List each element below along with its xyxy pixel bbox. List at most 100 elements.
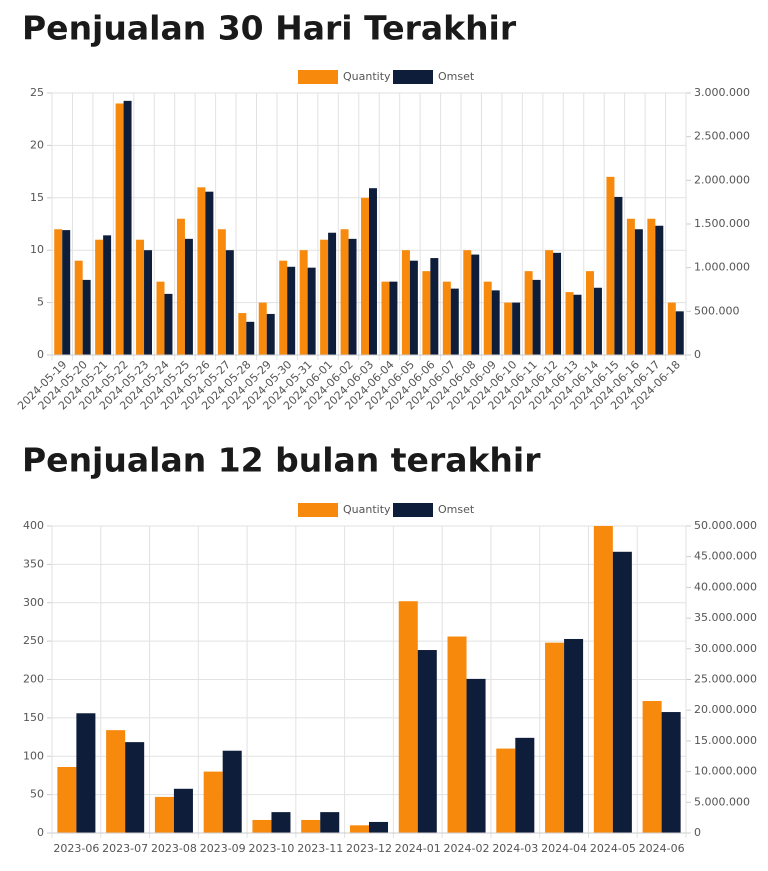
bar: [328, 232, 337, 355]
bar: [422, 271, 431, 355]
bar: [471, 254, 480, 355]
bar: [614, 196, 623, 355]
bar: [173, 788, 193, 833]
y2-tick-label: 0: [694, 826, 701, 839]
y2-tick-label: 500.000: [694, 304, 740, 317]
x-tick-label: 2023-06: [53, 842, 99, 855]
bar: [340, 229, 349, 355]
y-tick-label: 200: [23, 673, 44, 686]
bar: [205, 191, 214, 355]
chart-title: Penjualan 30 Hari Terakhir: [22, 9, 517, 48]
bar: [203, 771, 223, 833]
bar: [252, 819, 272, 833]
chart: Penjualan 30 Hari Terakhir Quantity Omset 0…: [15, 9, 750, 413]
y2-tick-label: 15.000.000: [694, 734, 757, 747]
y2-tick-label: 40.000.000: [694, 580, 757, 593]
bar: [634, 229, 643, 355]
bar: [287, 266, 296, 355]
x-tick-label: 2024-05: [590, 842, 636, 855]
bar: [123, 100, 132, 355]
legend-label: Omset: [438, 70, 475, 83]
bar: [447, 636, 467, 833]
bar: [626, 218, 635, 355]
bar: [369, 821, 389, 833]
bar: [307, 267, 316, 355]
bar: [76, 713, 96, 833]
bar: [389, 281, 398, 355]
bar: [612, 551, 632, 833]
bar: [246, 321, 255, 355]
y-tick-label: 50: [30, 788, 44, 801]
bar: [361, 197, 369, 355]
bar: [299, 250, 308, 355]
y-tick-label: 400: [23, 519, 44, 532]
y-tick-label: 0: [37, 348, 44, 361]
bar: [463, 250, 472, 355]
x-tick-label: 2024-02: [444, 842, 490, 855]
x-tick-label: 2023-11: [297, 842, 343, 855]
bar: [74, 260, 83, 355]
y2-tick-label: 2.000.000: [694, 173, 750, 186]
bar: [667, 302, 676, 355]
bar: [524, 271, 533, 355]
y-tick-label: 15: [30, 191, 44, 204]
bar: [176, 218, 185, 355]
y2-tick-label: 30.000.000: [694, 642, 757, 655]
bar: [545, 642, 565, 833]
x-tick-label: 2024-04: [541, 842, 587, 855]
bar: [144, 250, 153, 355]
y-tick-label: 25: [30, 86, 44, 99]
bar: [320, 239, 329, 355]
y2-tick-label: 5.000.000: [694, 795, 750, 808]
bar: [483, 281, 492, 355]
bar: [675, 311, 684, 355]
y2-tick-label: 0: [694, 348, 701, 361]
bar: [95, 239, 104, 355]
y-tick-label: 250: [23, 634, 44, 647]
bar: [491, 290, 500, 355]
bar: [593, 287, 602, 355]
legend-label: Omset: [438, 503, 475, 516]
y-tick-label: 5: [37, 296, 44, 309]
y2-tick-label: 20.000.000: [694, 703, 757, 716]
bar: [136, 239, 145, 355]
legend-label: Quantity: [343, 70, 391, 83]
bar: [466, 678, 486, 833]
bar: [217, 229, 226, 355]
bar: [545, 250, 554, 355]
bar: [642, 700, 662, 833]
y-tick-label: 350: [23, 557, 44, 570]
bar: [564, 638, 584, 833]
bar: [504, 302, 513, 355]
bar: [409, 260, 418, 355]
bar: [156, 281, 165, 355]
y2-tick-label: 50.000.000: [694, 519, 757, 532]
bar: [655, 225, 664, 355]
x-tick-label: 2023-08: [151, 842, 197, 855]
bar: [57, 766, 77, 833]
x-tick-label: 2024-03: [492, 842, 538, 855]
bar: [184, 238, 193, 355]
bar: [238, 313, 247, 355]
bar: [348, 238, 357, 355]
bar: [496, 748, 516, 833]
bar: [125, 742, 145, 833]
y-tick-label: 0: [37, 826, 44, 839]
y-tick-label: 100: [23, 749, 44, 762]
y-tick-label: 10: [30, 243, 44, 256]
legend-swatch: [298, 503, 338, 517]
bar: [532, 279, 541, 355]
x-tick-label: 2024-01: [395, 842, 441, 855]
bar: [573, 294, 582, 355]
bar: [301, 819, 321, 833]
bar: [82, 279, 91, 355]
bar: [512, 302, 521, 355]
bar: [585, 271, 594, 355]
bar: [320, 812, 340, 833]
legend-swatch: [393, 503, 433, 517]
bar: [258, 302, 267, 355]
bar: [103, 235, 112, 355]
y2-tick-label: 10.000.000: [694, 765, 757, 778]
